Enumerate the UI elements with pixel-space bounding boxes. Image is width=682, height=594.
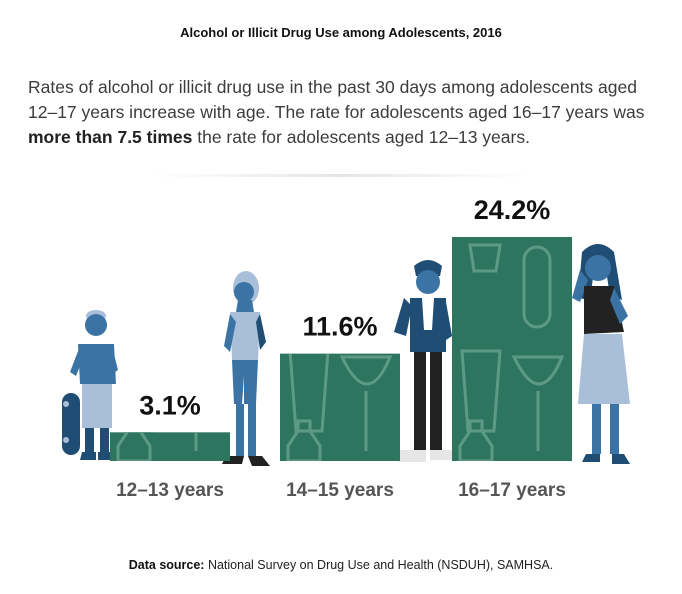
bar-rect	[110, 432, 230, 461]
chart-title: Alcohol or Illicit Drug Use among Adoles…	[180, 25, 502, 40]
value-label: 11.6%	[302, 312, 377, 342]
data-source-text: National Survey on Drug Use and Health (…	[204, 558, 554, 572]
bar-rect	[452, 237, 572, 461]
category-label: 16–17 years	[458, 480, 566, 501]
data-source: Data source: National Survey on Drug Use…	[0, 558, 682, 572]
category-label: 12–13 years	[116, 480, 224, 501]
description-emphasis: more than 7.5 times	[28, 127, 193, 147]
divider	[150, 174, 530, 177]
value-label: 3.1%	[139, 390, 201, 420]
category-label: 14–15 years	[286, 480, 394, 501]
description-text-end: the rate for adolescents aged 12–13 year…	[192, 127, 530, 147]
bar-3: 24.2% 16–17 years	[452, 195, 572, 501]
description-text: Rates of alcohol or illicit drug use in …	[28, 77, 645, 122]
bar-rect	[280, 353, 400, 461]
bar-2: 11.6% 14–15 years	[280, 312, 400, 501]
data-source-label: Data source:	[128, 558, 205, 572]
bar-drink-icons	[116, 432, 198, 461]
value-label: 24.2%	[474, 195, 551, 225]
boy-backpack-figure	[394, 260, 456, 462]
boy-skateboard-figure	[62, 310, 118, 460]
bar-drink-icons	[286, 353, 393, 462]
description: Rates of alcohol or illicit drug use in …	[28, 75, 668, 150]
bar-1: 3.1% 12–13 years	[110, 390, 230, 501]
bar-drink-icons	[458, 243, 565, 461]
girl-standing-figure	[222, 271, 270, 466]
girl-phone-figure	[572, 244, 630, 464]
